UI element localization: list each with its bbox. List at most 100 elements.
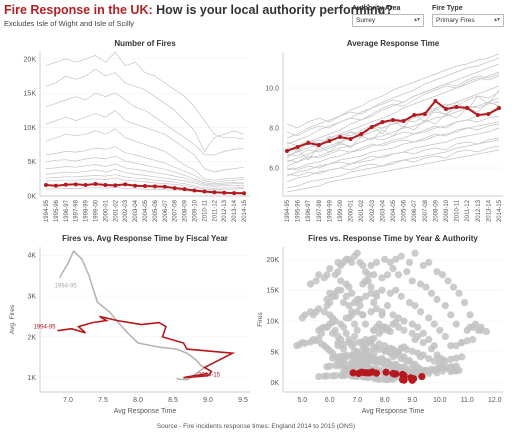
response-highlight-point (295, 145, 300, 149)
response-highlight-point (433, 99, 438, 103)
fire-type-select-value: Primary Fires (436, 17, 475, 24)
scatter-gray-point (359, 311, 367, 319)
response-highlight-point (391, 118, 395, 122)
scatter-gray-point (348, 342, 356, 350)
scatter-gray-point (414, 323, 422, 331)
response-highlight-point (444, 107, 448, 111)
scatter-gray-point (425, 355, 433, 363)
scatter-x-tick-label: 9.0 (407, 397, 417, 404)
fires-highlight-point (162, 184, 167, 189)
response-x-tick-label: 2002-03 (370, 199, 376, 222)
response-highlight-point (316, 143, 321, 147)
scatter-gray-point (378, 286, 386, 294)
trajectory-x-tick-label: 7.5 (98, 397, 108, 404)
scatter-x-tick-label: 8.0 (380, 397, 390, 404)
scatter-gray-point (392, 286, 400, 294)
scatter-gray-point (447, 342, 455, 350)
scatter-x-tick-label: 11.0 (461, 397, 474, 404)
scatter-gray-point (378, 311, 386, 319)
response-background-series-line (286, 57, 500, 145)
scatter-gray-point (405, 258, 414, 267)
fires-x-tick-label: 2003-04 (133, 199, 139, 222)
fires-x-tick-label: 1994-95 (44, 199, 50, 222)
fires-x-tick-label: 2008-09 (183, 199, 189, 222)
scatter-gray-point (356, 302, 364, 310)
scatter-gray-point (375, 320, 383, 328)
scatter-gray-point (383, 302, 392, 310)
trajectory-red-end-label: 2014-15 (198, 373, 221, 379)
scatter-gray-point (348, 289, 356, 297)
trajectory-x-axis-title: Avg Response Time (114, 408, 177, 415)
scatter-gray-point (433, 268, 441, 276)
trajectory-gray-series-line (58, 249, 206, 381)
response-highlight-point (380, 120, 385, 124)
scatter-gray-point (389, 311, 397, 319)
scatter-gray-point (375, 375, 383, 383)
response-background-series-line (286, 63, 500, 151)
scatter-gray-point (323, 302, 331, 310)
trajectory-x-tick-label: 9.0 (203, 397, 213, 404)
scatter-gray-point (433, 295, 441, 304)
scatter-gray-point (447, 311, 455, 319)
scatter-gray-point (469, 335, 477, 344)
scatter-gray-point (345, 302, 353, 310)
response-highlight-point (475, 113, 480, 117)
fires-x-tick-label: 2006-07 (163, 199, 169, 222)
response-x-tick-label: 2011-12 (465, 199, 471, 221)
response-highlight-point (454, 105, 459, 109)
response-x-tick-label: 1995-96 (296, 199, 302, 222)
scatter-gray-point (359, 339, 367, 347)
fires-x-tick-label: 1995-96 (54, 199, 60, 222)
response-x-tick-label: 2008-09 (433, 199, 439, 222)
trajectory-x-tick-label: 9.5 (238, 397, 248, 404)
scatter-gray-point (326, 264, 334, 273)
fires-highlight-point (44, 183, 48, 188)
scatter-gray-point (433, 369, 441, 377)
scatter-gray-point (397, 252, 405, 260)
scatter-gray-point (441, 302, 449, 310)
page-title: Fire Response in the UK: How is your loc… (4, 3, 393, 17)
fire-type-select[interactable]: Primary Fires ▴▾ (432, 14, 504, 27)
trajectory-red-series-line (57, 315, 236, 379)
scatter-gray-point (328, 329, 337, 337)
scatter-gray-point (348, 358, 356, 366)
fires-x-tick-label: 2001-02 (113, 199, 119, 222)
fires-highlight-point (152, 184, 157, 189)
fires-x-tick-label: 2000-01 (103, 199, 109, 222)
scatter-red-point (372, 369, 381, 377)
fires-background-series-line (45, 92, 245, 156)
scatter-gray-point (386, 327, 394, 336)
fires-highlight-point (63, 182, 68, 187)
scatter-y-tick-label: 5K (270, 349, 279, 356)
scatter-gray-point (436, 326, 444, 334)
response-background-series-line (286, 149, 500, 193)
response-x-tick-label: 2010-11 (455, 199, 461, 221)
scatter-gray-point (433, 351, 441, 359)
authority-select[interactable]: Surrey ▴▾ (352, 14, 424, 27)
scatter-gray-point (315, 271, 323, 279)
response-highlight-point (422, 112, 427, 116)
response-x-tick-label: 2006-07 (412, 199, 418, 222)
fires-highlight-point (242, 191, 246, 196)
scatter-gray-point (339, 323, 348, 331)
trajectory-y-tick-label: 3K (27, 294, 36, 301)
scatter-gray-point (339, 258, 348, 267)
fires-y-tick-label: 5K (27, 159, 36, 166)
fires-y-tick-label: 15K (24, 91, 37, 98)
fires-highlight-point (93, 182, 98, 186)
scatter-gray-point (323, 372, 331, 380)
scatter-gray-point (392, 255, 400, 263)
response-background-series-line (286, 139, 500, 189)
response-highlight-point (285, 149, 289, 153)
scatter-gray-point (372, 343, 381, 351)
response-x-tick-label: 2007-08 (423, 199, 429, 222)
scatter-gray-point (342, 292, 350, 300)
scatter-gray-point (367, 335, 375, 344)
scatter-gray-point (386, 258, 394, 267)
scatter-gray-point (408, 329, 416, 337)
response-y-tick-label: 8.0 (269, 126, 279, 133)
response-highlight-point (369, 125, 374, 129)
scatter-gray-point (359, 355, 367, 363)
response-x-tick-label: 2014-15 (497, 199, 503, 222)
scatter-red-point (418, 372, 426, 381)
